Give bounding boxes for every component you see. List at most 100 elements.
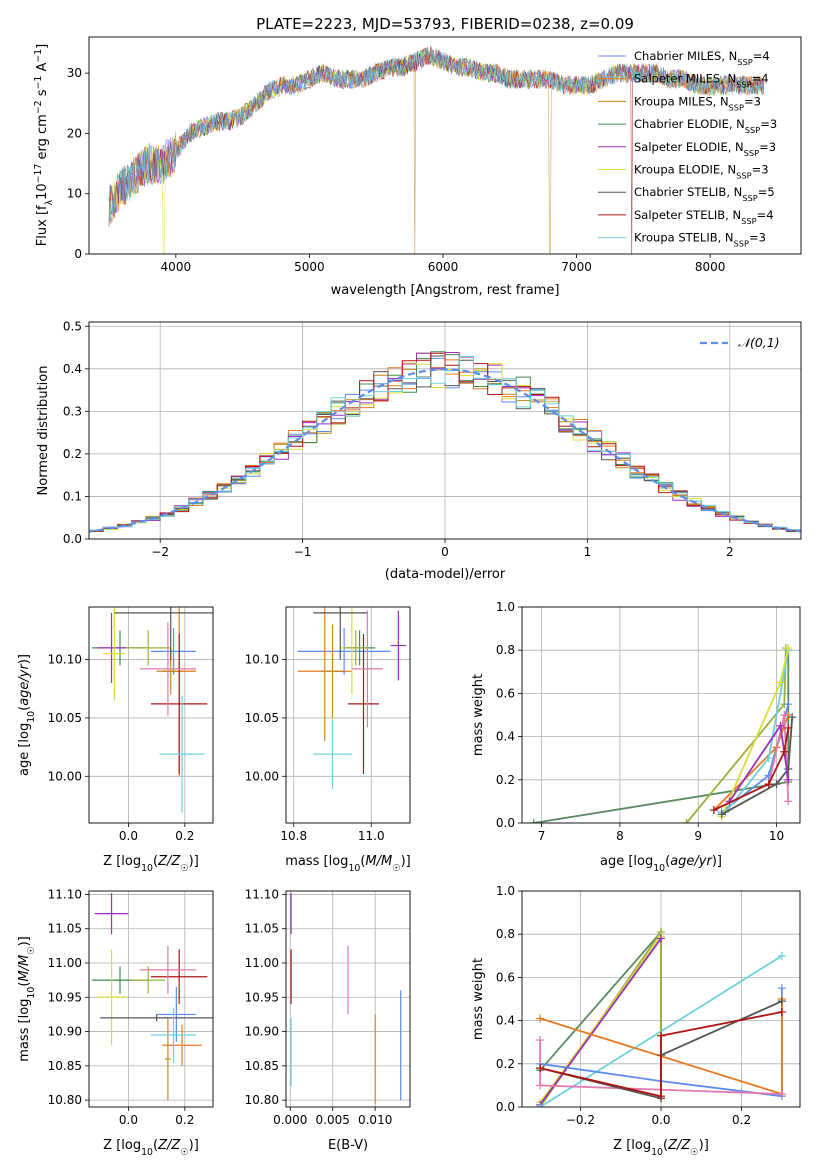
x-tick-label: −0.2 xyxy=(566,1113,595,1127)
weight-point-marker xyxy=(536,1081,545,1090)
weight-point-marker xyxy=(777,951,786,960)
y-tick-label: 1.0 xyxy=(496,884,515,898)
weight-point-marker xyxy=(772,780,781,789)
axes-frame xyxy=(285,606,411,824)
y-tick-label: 10.85 xyxy=(245,1059,279,1073)
y-tick-label: 0.4 xyxy=(496,1014,515,1028)
weight-point-marker xyxy=(657,934,665,943)
axes-frame xyxy=(88,890,214,1108)
x-axis-label: wavelength [Angstrom, rest frame] xyxy=(331,283,560,298)
weight-point-marker xyxy=(529,819,538,823)
weight-point-marker xyxy=(780,747,789,756)
y-tick-label: 10.95 xyxy=(48,990,82,1004)
weight-point-marker xyxy=(657,1092,665,1101)
y-tick-label: 0 xyxy=(74,247,82,261)
weight-point-marker xyxy=(657,1031,665,1040)
x-axis-label: mass [log10(M/M☉)] xyxy=(285,854,411,874)
plot-area xyxy=(286,607,410,823)
y-tick-label: 11.10 xyxy=(48,887,82,901)
y-tick-label: 0.0 xyxy=(496,1100,515,1114)
y-tick-label: 10.00 xyxy=(245,769,279,783)
mass_vs_EBV-axes: 0.000 0.005 0.010 10.80 10.85 10.90 10.95 11.00… xyxy=(245,887,411,1153)
weight-point-marker xyxy=(784,775,793,784)
weight-point-marker xyxy=(784,797,793,806)
legend-entry-label: Salpeter STELIB, NSSP=4 xyxy=(634,208,774,226)
legend-entry-label: Chabrier ELODIE, NSSP=3 xyxy=(634,117,777,135)
x-tick-label: 6000 xyxy=(428,260,459,274)
weight-point-marker xyxy=(777,1007,786,1016)
y-tick-label: 10.80 xyxy=(48,1093,82,1107)
weight-point-marker xyxy=(682,819,691,823)
x-axis-label: Z [log10(Z/Z☉)] xyxy=(103,1138,199,1158)
mass_vs_Z-axes: 0.0 0.2 10.80 10.85 10.90 10.95 11.00 11.05 11.1… xyxy=(17,887,214,1158)
figure-title: PLATE=2223, MJD=53793, FIBERID=0238, z=0… xyxy=(256,15,634,33)
plot-area xyxy=(522,891,800,1107)
spectrum-series-line xyxy=(108,46,764,254)
y-tick-label: 1.0 xyxy=(496,600,515,614)
weight-point-marker xyxy=(536,1036,545,1045)
x-tick-label: 10.8 xyxy=(280,829,307,843)
weight_vs_age-axes: 7 8 9 10 0.0 0.2 0.4 0.6 0.8 1.0 age [log10(age/yr… xyxy=(471,600,801,874)
normal-curve xyxy=(89,368,801,533)
weight-series-line xyxy=(721,717,794,816)
plot-area xyxy=(89,607,213,823)
weight-point-marker xyxy=(788,713,797,722)
x-axis-label: E(B-V) xyxy=(328,1138,368,1153)
x-tick-label: 0.0 xyxy=(119,829,138,843)
y-axis-label: age [log10(age/yr)] xyxy=(17,654,37,776)
y-tick-label: 11.05 xyxy=(245,922,279,936)
weight-point-marker xyxy=(777,997,786,1006)
weight-point-marker xyxy=(784,700,793,709)
plot-area xyxy=(286,891,410,1107)
plot-area xyxy=(522,607,800,823)
y-tick-label: 30 xyxy=(67,66,82,80)
plot-area xyxy=(89,891,213,1107)
y-tick-label: 11.10 xyxy=(245,887,279,901)
weight-point-marker xyxy=(776,721,785,730)
y-axis-label: Flux [fλ10−17 erg cm−2 s−1 A−1] xyxy=(33,44,55,246)
y-tick-label: 0.5 xyxy=(63,319,82,333)
x-tick-label: 9 xyxy=(694,829,702,843)
plot-area xyxy=(89,322,801,539)
legend-entry-label: Kroupa STELIB, NSSP=3 xyxy=(634,231,766,249)
y-tick-label: 11.05 xyxy=(48,922,82,936)
age_vs_mass-axes: 10.8 11.0 10.00 10.05 10.10 mass [log10(M/M☉)… xyxy=(245,606,411,874)
x-tick-label: 8 xyxy=(616,829,624,843)
y-tick-label: 0.2 xyxy=(496,773,515,787)
axes-frame xyxy=(88,36,802,255)
weight-point-marker xyxy=(776,678,785,687)
x-axis-label: (data-model)/error xyxy=(385,567,506,582)
x-tick-label: 0.0 xyxy=(119,1113,138,1127)
weight-point-marker xyxy=(536,1014,545,1023)
y-tick-label: 0.4 xyxy=(496,730,515,744)
y-tick-label: 10.05 xyxy=(48,711,82,725)
y-tick-label: 0.2 xyxy=(496,1057,515,1071)
weight-series-line xyxy=(713,727,790,811)
x-tick-label: 4000 xyxy=(161,260,192,274)
y-tick-label: 0.0 xyxy=(63,532,82,546)
y-tick-label: 20 xyxy=(67,126,82,140)
x-tick-label: 0.000 xyxy=(273,1113,307,1127)
y-axis-label: mass weight xyxy=(471,674,486,756)
weight-point-marker xyxy=(784,765,793,773)
y-tick-label: 10.10 xyxy=(245,653,279,667)
x-tick-label: 5000 xyxy=(294,260,325,274)
x-tick-label: 7 xyxy=(538,829,546,843)
x-tick-label: 8000 xyxy=(695,260,726,274)
legend-entry-label: Salpeter ELODIE, NSSP=3 xyxy=(634,140,776,158)
y-tick-label: 10.90 xyxy=(245,1025,279,1039)
x-tick-label: 1 xyxy=(584,545,592,559)
y-tick-label: 0.8 xyxy=(496,927,515,941)
weight-point-marker xyxy=(784,723,793,732)
y-tick-label: 0.2 xyxy=(63,447,82,461)
legend-label: 𝒩(0,1) xyxy=(738,335,780,350)
y-tick-label: 0.6 xyxy=(496,686,515,700)
x-axis-label: Z [log10(Z/Z☉)] xyxy=(103,854,199,874)
x-tick-label: 0.010 xyxy=(358,1113,392,1127)
y-tick-label: 10.95 xyxy=(245,990,279,1004)
x-tick-label: 0.0 xyxy=(651,1113,670,1127)
weight-series-line xyxy=(539,955,783,1107)
y-tick-label: 10.80 xyxy=(245,1093,279,1107)
spectrum-series-line xyxy=(108,47,764,222)
x-tick-label: −2 xyxy=(151,545,169,559)
